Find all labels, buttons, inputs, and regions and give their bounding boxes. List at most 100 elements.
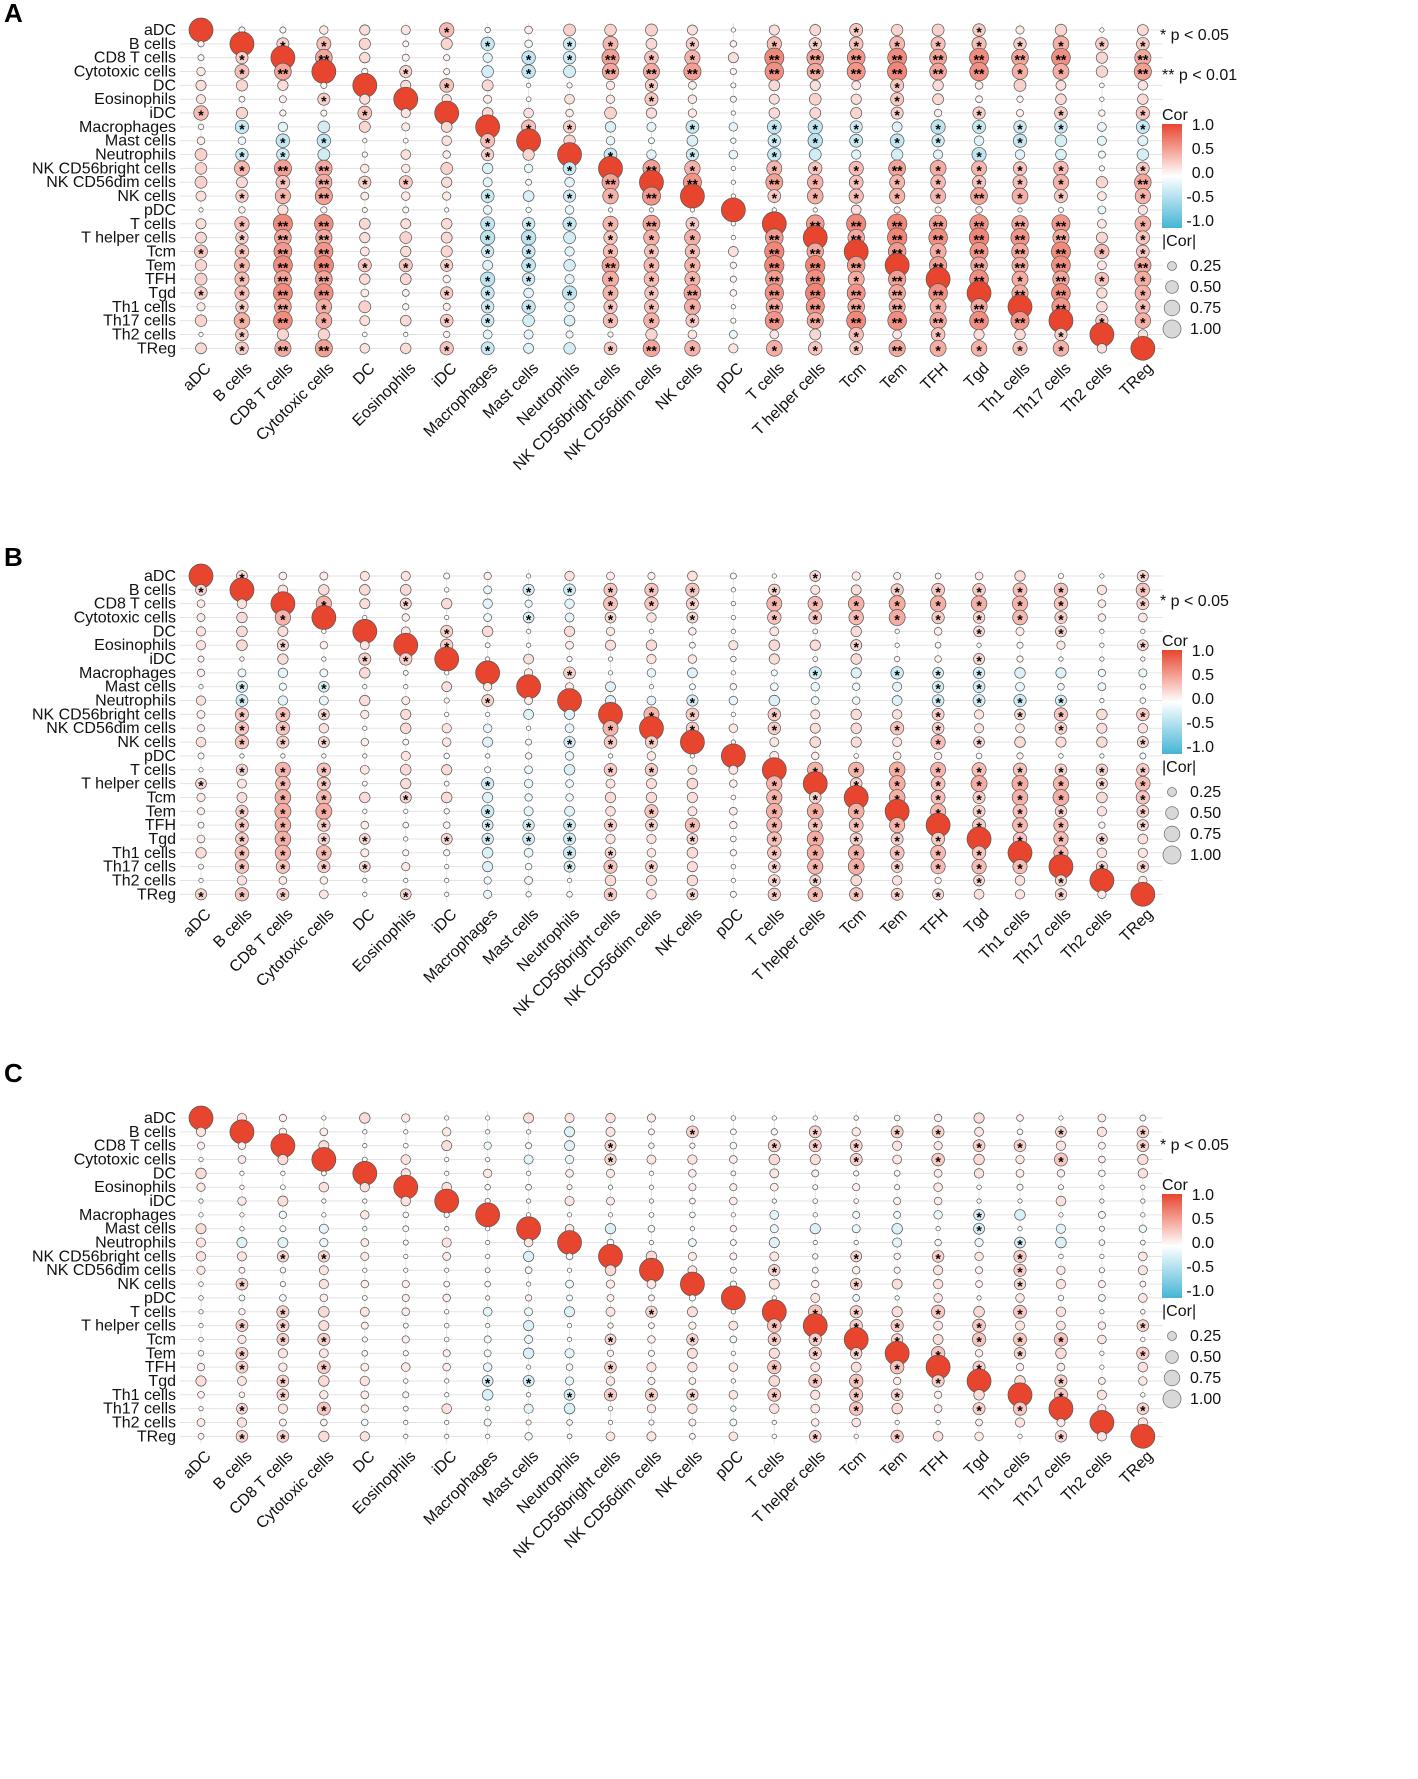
row-label: NK CD56dim cells bbox=[46, 1262, 176, 1279]
cor-point bbox=[485, 1433, 491, 1439]
cor-point bbox=[888, 339, 906, 357]
cor-point bbox=[275, 721, 290, 736]
cor-point bbox=[892, 875, 903, 886]
cor-point bbox=[522, 832, 535, 846]
cor-point bbox=[235, 1346, 249, 1360]
cor-point bbox=[1096, 736, 1108, 748]
sig-star: ** bbox=[810, 287, 821, 303]
legend-size-circle bbox=[1162, 845, 1182, 865]
row-label: iDC bbox=[149, 1193, 176, 1210]
cor-point bbox=[683, 62, 702, 81]
cor-point bbox=[1013, 1304, 1027, 1319]
sig-star: * bbox=[608, 287, 614, 303]
cor-point bbox=[565, 640, 574, 650]
cor-point bbox=[729, 1196, 738, 1206]
sig-star: * bbox=[894, 1389, 900, 1405]
cor-point bbox=[441, 176, 453, 188]
cor-point bbox=[647, 1377, 656, 1385]
cor-point bbox=[403, 836, 409, 842]
cor-point bbox=[564, 1306, 575, 1318]
cor-point bbox=[1013, 694, 1027, 708]
cor-point bbox=[521, 244, 536, 259]
cor-point bbox=[441, 135, 452, 146]
cor-point bbox=[320, 206, 328, 214]
sig-star: * bbox=[976, 107, 982, 123]
sig-star: * bbox=[690, 708, 696, 724]
cor-point bbox=[687, 24, 698, 36]
sig-star: * bbox=[1017, 805, 1023, 821]
sig-star: * bbox=[1017, 1250, 1023, 1266]
sig-star: * bbox=[239, 287, 245, 303]
sig-star: * bbox=[976, 162, 982, 178]
sig-star: * bbox=[1140, 819, 1146, 835]
sig-star: ** bbox=[605, 66, 616, 82]
sig-star: * bbox=[1058, 38, 1064, 54]
cor-point bbox=[562, 216, 577, 231]
cor-point bbox=[1015, 1169, 1025, 1178]
sig-star: * bbox=[853, 162, 859, 178]
cor-point bbox=[276, 887, 290, 901]
cor-point bbox=[1096, 833, 1108, 845]
sig-star: * bbox=[608, 190, 614, 206]
sig-star: ** bbox=[1015, 245, 1026, 261]
row-label: Th1 cells bbox=[112, 845, 176, 862]
cor-point bbox=[769, 626, 780, 637]
sig-star: * bbox=[280, 1430, 286, 1446]
cor-point bbox=[891, 1306, 903, 1318]
cor-point bbox=[891, 148, 904, 161]
cor-point bbox=[398, 175, 413, 190]
cor-point bbox=[604, 1264, 617, 1276]
cor-point bbox=[564, 1140, 575, 1152]
cor-point bbox=[852, 696, 861, 705]
sig-star: * bbox=[403, 653, 409, 669]
cor-point bbox=[311, 605, 337, 630]
cor-point bbox=[480, 286, 495, 300]
cor-point bbox=[728, 723, 739, 733]
sig-star: * bbox=[1058, 833, 1064, 849]
cor-point bbox=[639, 1257, 664, 1283]
sig-star: * bbox=[239, 888, 245, 904]
cor-point bbox=[1137, 24, 1149, 36]
cor-point bbox=[197, 54, 205, 62]
cor-point bbox=[686, 694, 699, 707]
cor-point bbox=[809, 1154, 821, 1165]
cor-point bbox=[687, 108, 697, 118]
cor-point bbox=[648, 684, 655, 690]
cor-point bbox=[484, 766, 492, 774]
cor-point bbox=[523, 329, 534, 340]
cor-point bbox=[278, 1114, 287, 1122]
cor-point bbox=[604, 1139, 617, 1152]
sig-star: * bbox=[526, 52, 532, 68]
cor-point bbox=[1054, 722, 1068, 735]
cor-point bbox=[686, 611, 699, 624]
cor-point bbox=[360, 709, 370, 719]
cor-point bbox=[1016, 655, 1024, 663]
sig-star: * bbox=[976, 1223, 982, 1239]
sig-star: * bbox=[280, 861, 286, 877]
cor-point bbox=[769, 1224, 779, 1234]
cor-point bbox=[604, 818, 617, 832]
sig-star: * bbox=[362, 861, 368, 877]
sig-star: * bbox=[1140, 315, 1146, 331]
cor-point bbox=[1016, 1183, 1024, 1191]
cor-point bbox=[607, 207, 614, 213]
cor-point bbox=[645, 860, 658, 873]
cor-point bbox=[1054, 106, 1068, 120]
cor-point bbox=[930, 734, 946, 750]
cor-point bbox=[234, 735, 249, 750]
cor-point bbox=[516, 674, 541, 700]
cor-point bbox=[274, 188, 291, 205]
cor-point bbox=[686, 847, 699, 859]
cor-point bbox=[483, 889, 493, 899]
cor-point bbox=[1097, 599, 1107, 608]
sig-star: * bbox=[280, 791, 286, 807]
cor-point bbox=[565, 1363, 574, 1371]
cor-point bbox=[277, 121, 288, 132]
sig-star: * bbox=[813, 888, 819, 904]
row-label: NK cells bbox=[117, 1276, 176, 1293]
cor-point bbox=[768, 583, 781, 596]
cor-point bbox=[526, 1281, 532, 1287]
sig-star: * bbox=[772, 342, 778, 358]
cor-point bbox=[849, 1305, 863, 1319]
